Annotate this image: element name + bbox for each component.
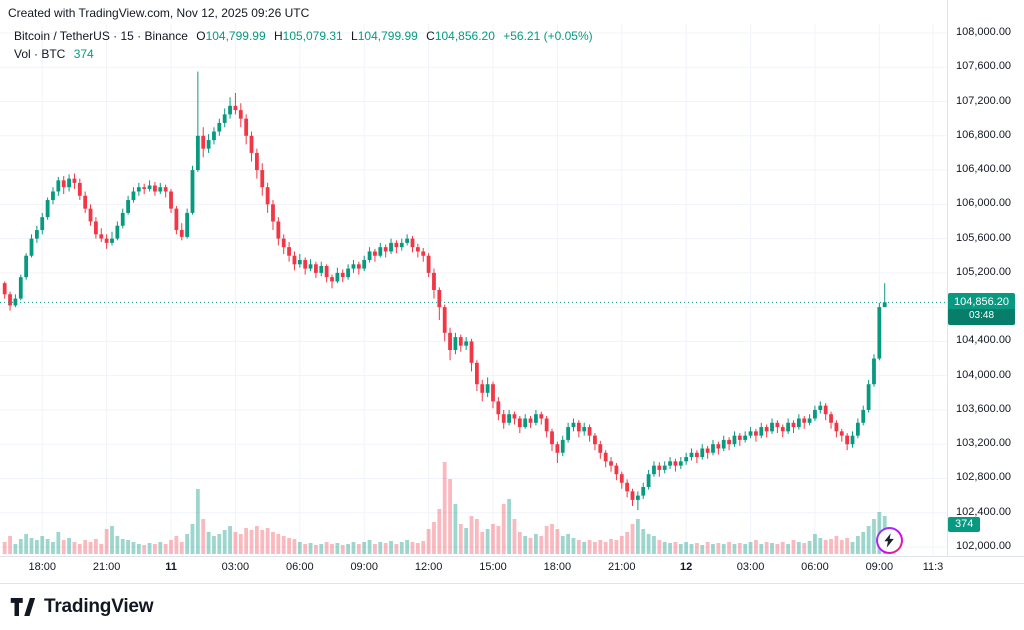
time-tick: 11:3: [922, 561, 944, 573]
time-tick: 18:00: [28, 561, 56, 573]
time-tick: 21:00: [608, 561, 636, 573]
time-axis[interactable]: 18:00 21:00 11 03:00 06:00 09:00 12:00 15:00 18:…: [0, 0, 1024, 583]
open-value: 104,799.99: [205, 29, 266, 43]
time-tick: 06:00: [286, 561, 314, 573]
close-label: C: [426, 29, 435, 43]
time-tick: 03:00: [736, 561, 765, 573]
tradingview-wordmark: TradingView: [44, 596, 154, 617]
time-tick: 21:00: [92, 561, 121, 573]
price-tick: 104,400.00: [956, 334, 1012, 347]
price-tick: 107,600.00: [956, 60, 1012, 73]
high-value: 105,079.31: [282, 29, 343, 43]
legend-row-volume: Vol · BTC 374: [14, 47, 593, 62]
price-tick: 103,200.00: [956, 437, 1012, 450]
legend-row-ohlc: Bitcoin / TetherUS · 15 · Binance O104,7…: [14, 29, 593, 44]
tradingview-logo[interactable]: TradingView: [10, 596, 154, 618]
price-tick: 102,400.00: [956, 505, 1012, 518]
price-tick: 107,200.00: [956, 94, 1012, 107]
tradingview-logo-icon: [10, 598, 36, 616]
chart-legend: Bitcoin / TetherUS · 15 · Binance O104,7…: [14, 29, 593, 65]
candlestick-chart[interactable]: [0, 0, 1024, 583]
last-price-badge: 104,856.20 03:48: [948, 293, 1015, 325]
price-tick: 104,000.00: [956, 368, 1012, 381]
time-tick: 06:00: [801, 561, 829, 573]
time-tick: 12: [680, 561, 693, 573]
volume-label: Vol · BTC: [14, 47, 66, 61]
price-tick: 105,600.00: [956, 231, 1012, 244]
time-tick: 03:00: [221, 561, 250, 573]
close-value: 104,856.20: [434, 29, 495, 43]
price-tick: 106,800.00: [956, 128, 1012, 141]
price-tick: 102,000.00: [956, 540, 1012, 552]
price-tick: 108,000.00: [956, 26, 1012, 38]
time-tick: 11: [165, 561, 177, 573]
footer: TradingView: [0, 583, 1024, 630]
low-value: 104,799.99: [357, 29, 418, 43]
low-label: L: [351, 29, 358, 43]
high-label: H: [273, 29, 283, 43]
time-tick: 09:00: [865, 561, 894, 573]
last-price: 104,856.20: [948, 293, 1015, 309]
time-tick: 18:00: [543, 561, 572, 573]
price-tick: 103,600.00: [956, 402, 1012, 415]
change-value: +56.21 (+0.05%): [503, 29, 593, 43]
volume-badge: 374: [948, 517, 981, 532]
symbol-description[interactable]: Bitcoin / TetherUS · 15 · Binance: [14, 29, 188, 43]
lightning-button[interactable]: [876, 527, 903, 554]
price-tick: 102,800.00: [956, 471, 1012, 484]
time-tick: 12:00: [414, 561, 443, 573]
price-tick: 105,200.00: [956, 265, 1012, 278]
lightning-icon: [884, 533, 894, 548]
time-tick: 15:00: [479, 561, 507, 573]
open-label: O: [196, 29, 206, 43]
time-tick: 09:00: [350, 561, 378, 573]
attribution-text: Created with TradingView.com, Nov 12, 20…: [8, 6, 310, 20]
bar-countdown: 03:48: [948, 309, 1015, 325]
lightning-button-inner: [878, 529, 901, 552]
price-tick: 106,400.00: [956, 163, 1012, 176]
volume-value: 374: [73, 47, 94, 61]
price-tick: 106,000.00: [956, 197, 1012, 210]
